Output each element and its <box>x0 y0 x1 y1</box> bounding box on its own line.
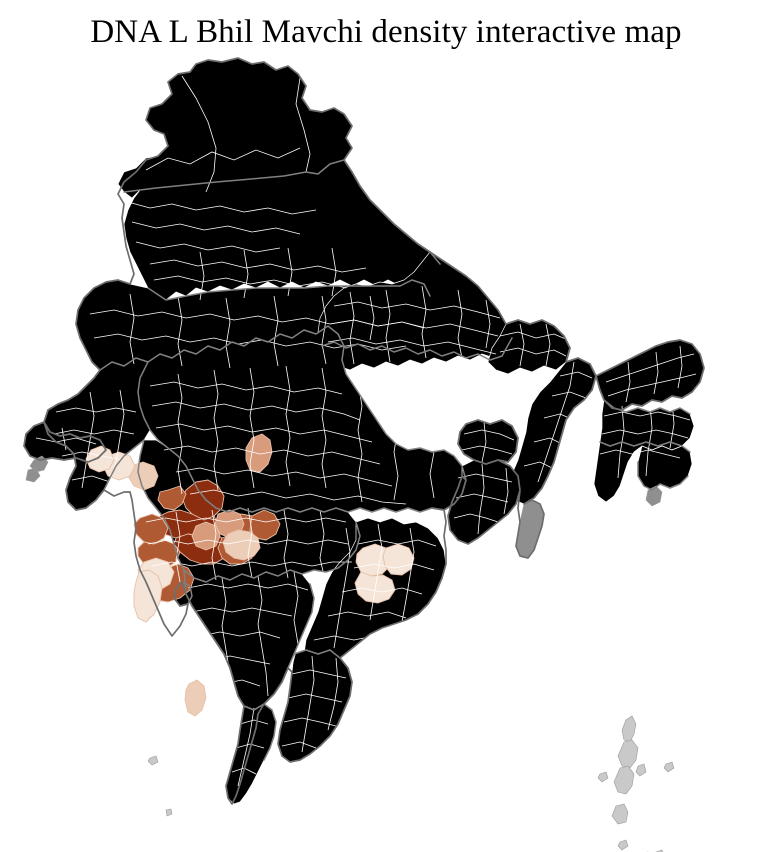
highlight-district-medium[interactable] <box>245 433 273 473</box>
district-region[interactable] <box>225 703 277 805</box>
south-andaman[interactable] <box>613 765 635 795</box>
north-andaman[interactable] <box>621 715 637 743</box>
highlight-district-low[interactable] <box>184 679 207 717</box>
country-outline <box>23 57 705 805</box>
highlight-district-very-low[interactable] <box>133 569 163 623</box>
barren-island[interactable] <box>663 761 675 773</box>
highlight-district-low[interactable] <box>127 461 159 491</box>
base-landmass <box>23 57 705 805</box>
andaman-nicobar-islands[interactable] <box>147 715 675 852</box>
little-andaman[interactable] <box>611 803 629 825</box>
district-subdivision-lines <box>35 75 697 787</box>
highlight-district-high[interactable] <box>157 485 187 511</box>
district-region[interactable] <box>43 357 151 511</box>
manipur-hill-detail <box>645 485 663 507</box>
district-region[interactable] <box>507 357 597 505</box>
india-choropleth-svg[interactable] <box>0 52 772 852</box>
highlight-district-very-low[interactable] <box>355 543 393 577</box>
kutch-islets <box>25 467 41 483</box>
map-canvas[interactable] <box>0 52 772 852</box>
andaman-islet[interactable] <box>635 763 647 777</box>
lakshadweep-islet[interactable] <box>165 808 173 817</box>
district-region[interactable] <box>637 445 693 491</box>
highlighted-districts[interactable] <box>85 433 415 717</box>
highlight-district-very-low[interactable] <box>354 571 396 604</box>
car-nicobar[interactable] <box>617 839 629 851</box>
highlight-district-medium[interactable] <box>191 521 221 551</box>
page-title: DNA L Bhil Mavchi density interactive ma… <box>90 14 682 50</box>
lakshadweep-islet[interactable] <box>147 755 159 766</box>
nicobar-islet[interactable] <box>597 771 609 783</box>
sundarbans-delta <box>515 499 545 559</box>
district-region[interactable] <box>457 419 519 465</box>
district-region[interactable] <box>595 339 705 411</box>
middle-andaman[interactable] <box>617 739 639 769</box>
